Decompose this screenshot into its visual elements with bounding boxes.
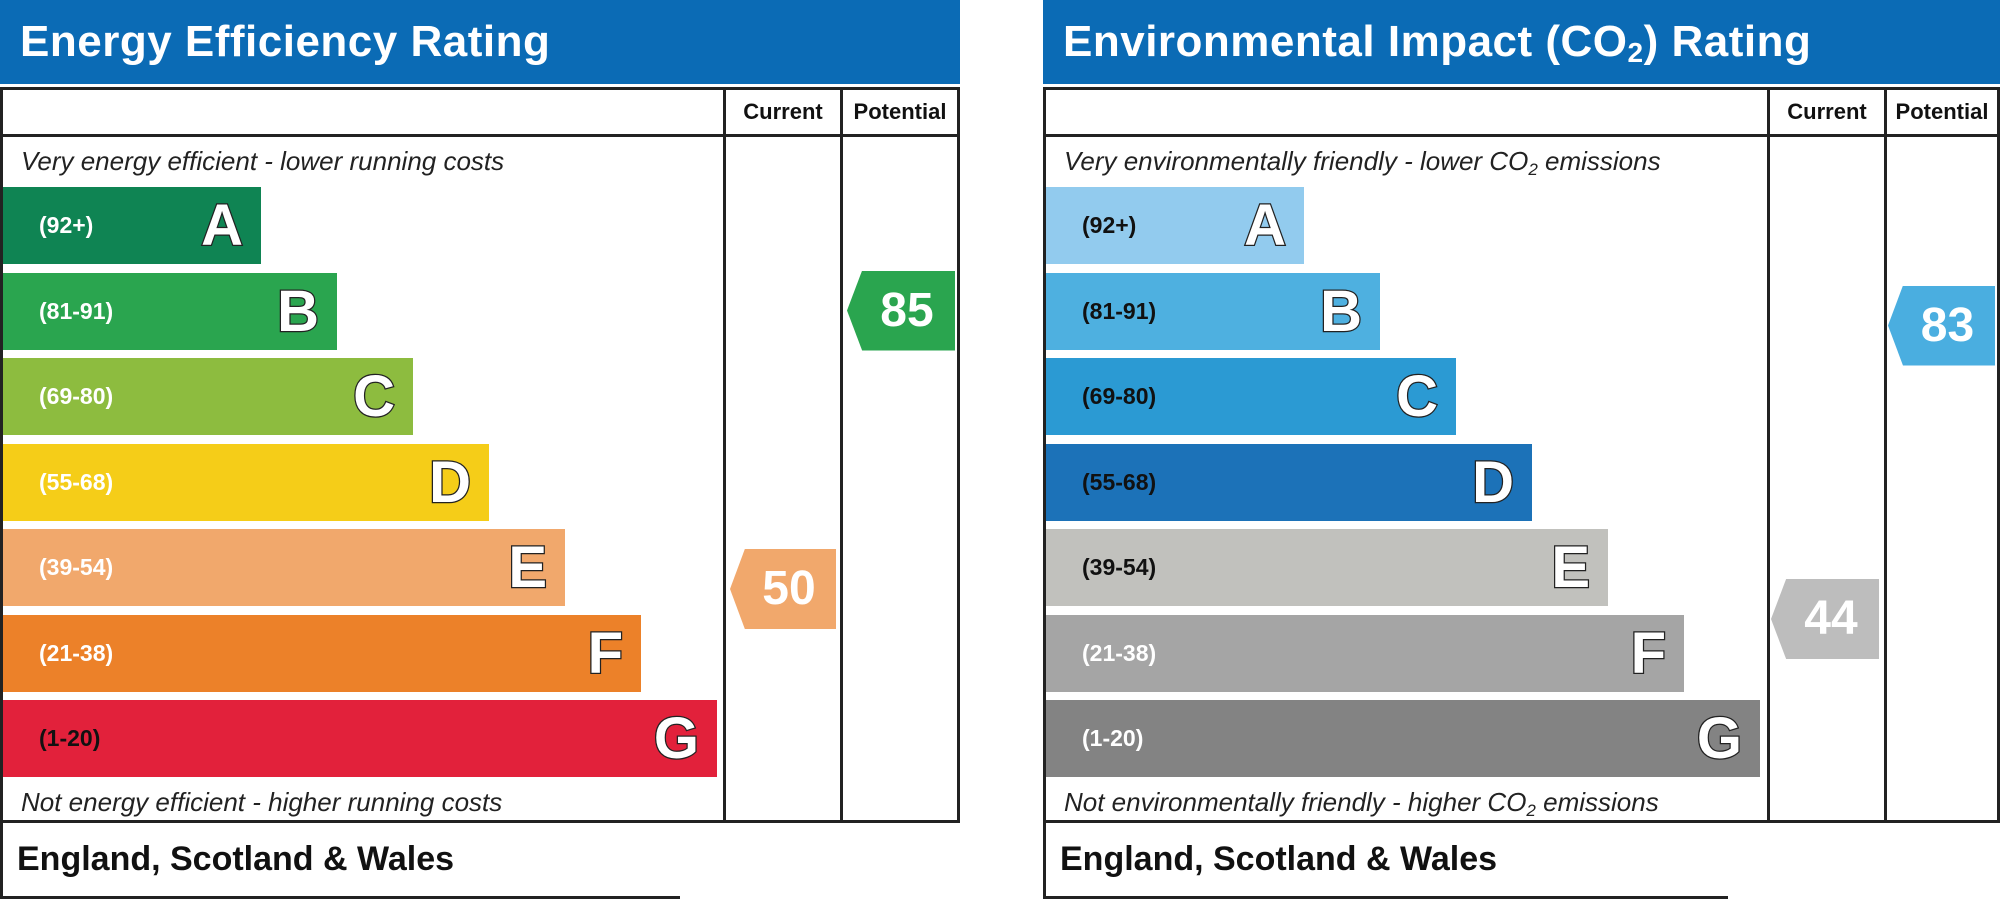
band-e: (39-54) E [1046,529,1608,606]
band-letter: E [1550,534,1591,602]
band-c: (69-80) C [1046,358,1456,435]
band-letter: A [200,192,244,260]
environment-chart-frame: Current Potential Very environmentally f… [1043,87,2000,823]
band-range: (39-54) [39,554,114,580]
band-letter: C [352,363,396,431]
band-d: (55-68) D [1046,443,1532,521]
band-letter: D [1471,448,1515,516]
band-a: (92+) A [1046,187,1304,264]
environment-title: Environmental Impact (CO2) Rating [1043,0,2000,84]
band-c: (69-80) C [3,358,413,435]
potential-column-divider [1884,90,1887,820]
potential-rating-marker: 85 [847,270,955,351]
band-letter: B [276,277,320,345]
energy-efficiency-panel: Energy Efficiency Rating Current Potenti… [0,0,960,899]
current-column-divider [1767,90,1770,820]
band-range: (81-91) [1082,297,1157,324]
band-letter: G [653,705,701,773]
potential-column-header: Potential [1895,99,1989,124]
band-b: (81-91) B [1046,272,1380,350]
band-letter: E [507,534,548,602]
band-range: (21-38) [1082,639,1157,666]
energy-title: Energy Efficiency Rating [0,0,960,84]
band-range: (81-91) [39,297,114,324]
caption-text-end: emissions [1535,787,1659,817]
region-footer: England, Scotland & Wales [0,823,680,899]
band-letter: B [1319,277,1363,345]
header-divider [1046,134,1997,137]
band-range: (1-20) [1082,725,1144,751]
band-range: (92+) [39,212,94,238]
band-e: (39-54) E [3,529,565,606]
bottom-caption: Not energy efficient - higher running co… [21,787,503,817]
caption-subscript: 2 [1526,801,1536,820]
band-range: (55-68) [1082,468,1157,495]
band-g: (1-20) G [3,700,717,777]
region-footer: England, Scotland & Wales [1043,823,1728,899]
band-range: (39-54) [1082,554,1157,580]
potential-column-divider [840,90,843,820]
current-rating-marker: 50 [730,549,836,629]
top-caption: Very environmentally friendly - lower CO… [1064,146,1661,179]
title-subscript: 2 [1627,37,1644,68]
caption-text-end: emissions [1537,146,1661,176]
caption-text: Very environmentally friendly - lower CO [1064,146,1529,176]
top-caption: Very energy efficient - lower running co… [21,146,505,176]
band-range: (69-80) [39,383,114,409]
band-letter: F [1629,619,1667,687]
current-column-header: Current [743,99,823,124]
band-g: (1-20) G [1046,700,1760,777]
header-divider [3,134,957,137]
potential-column-header: Potential [853,99,947,124]
band-f: (21-38) F [1046,614,1684,692]
band-b: (81-91) B [3,272,337,350]
band-range: (92+) [1082,212,1137,238]
band-letter: D [428,448,472,516]
region-label: England, Scotland & Wales [17,840,455,878]
title-text-end: ) Rating [1643,17,1812,66]
band-range: (55-68) [39,468,114,495]
title-text: Environmental Impact (CO [1063,17,1628,66]
potential-rating-marker: 83 [1888,285,1995,366]
band-letter: A [1243,192,1287,260]
caption-subscript: 2 [1528,160,1538,179]
energy-chart-frame: Current Potential Very energy efficient … [0,87,960,823]
band-letter: C [1395,363,1439,431]
current-rating-marker: 44 [1771,579,1879,659]
current-column-header: Current [1787,99,1867,124]
current-column-divider [723,90,726,820]
band-a: (92+) A [3,187,261,264]
band-range: (21-38) [39,639,114,666]
band-letter: F [586,619,624,687]
band-range: (1-20) [39,725,101,751]
region-label: England, Scotland & Wales [1060,840,1498,878]
environmental-impact-panel: Environmental Impact (CO2) Rating Curren… [1043,0,2000,899]
band-f: (21-38) F [3,614,641,692]
band-letter: G [1696,705,1744,773]
band-range: (69-80) [1082,383,1157,409]
bottom-caption: Not environmentally friendly - higher CO… [1064,787,1659,820]
band-d: (55-68) D [3,443,489,521]
caption-text: Not environmentally friendly - higher CO [1064,787,1527,817]
